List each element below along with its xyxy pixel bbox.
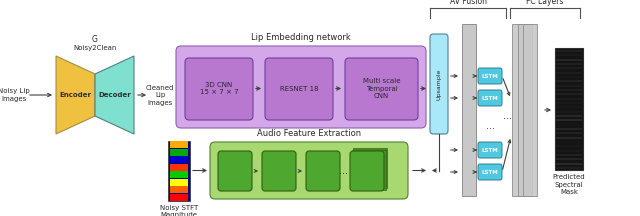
Bar bbox=[518, 24, 531, 196]
Text: Noisy Lip
Images: Noisy Lip Images bbox=[0, 88, 30, 102]
Bar bbox=[170, 194, 188, 200]
Bar bbox=[170, 156, 188, 163]
Bar bbox=[170, 179, 188, 186]
Bar bbox=[170, 172, 188, 178]
Text: LSTM: LSTM bbox=[482, 170, 499, 175]
Text: Noisy2Clean: Noisy2Clean bbox=[74, 45, 116, 51]
Text: FC Layers: FC Layers bbox=[526, 0, 564, 6]
Bar bbox=[170, 141, 188, 148]
Text: RESNET 18: RESNET 18 bbox=[280, 86, 318, 92]
Bar bbox=[523, 24, 537, 196]
Bar bbox=[170, 186, 188, 193]
Text: ...: ... bbox=[339, 166, 349, 176]
Text: AV Fusion: AV Fusion bbox=[449, 0, 486, 6]
Bar bbox=[351, 149, 385, 189]
Bar bbox=[512, 24, 526, 196]
Bar bbox=[170, 164, 188, 170]
Bar bbox=[555, 48, 583, 170]
Polygon shape bbox=[95, 56, 134, 134]
Bar bbox=[170, 149, 188, 156]
Text: 3D CNN
15 × 7 × 7: 3D CNN 15 × 7 × 7 bbox=[200, 82, 238, 95]
Bar bbox=[168, 141, 190, 201]
Bar bbox=[462, 24, 476, 196]
FancyBboxPatch shape bbox=[345, 58, 418, 120]
Text: Encoder: Encoder bbox=[60, 92, 92, 98]
Text: LSTM: LSTM bbox=[482, 148, 499, 152]
Text: Cleaned
Lip
Images: Cleaned Lip Images bbox=[146, 84, 174, 105]
Text: Audio Feature Extraction: Audio Feature Extraction bbox=[257, 129, 361, 138]
FancyBboxPatch shape bbox=[176, 46, 426, 128]
Text: Noisy STFT
Magnitude: Noisy STFT Magnitude bbox=[160, 205, 198, 216]
Text: Upsample: Upsample bbox=[436, 68, 442, 100]
FancyBboxPatch shape bbox=[478, 90, 502, 106]
FancyBboxPatch shape bbox=[185, 58, 253, 120]
Text: LSTM: LSTM bbox=[482, 73, 499, 78]
FancyBboxPatch shape bbox=[210, 142, 408, 199]
FancyBboxPatch shape bbox=[306, 151, 340, 191]
Bar bbox=[353, 148, 387, 188]
FancyBboxPatch shape bbox=[478, 142, 502, 158]
FancyBboxPatch shape bbox=[350, 151, 384, 191]
Text: Decoder: Decoder bbox=[98, 92, 131, 98]
Text: ...: ... bbox=[502, 111, 511, 121]
FancyBboxPatch shape bbox=[430, 34, 448, 134]
Text: ...: ... bbox=[486, 121, 495, 131]
FancyBboxPatch shape bbox=[265, 58, 333, 120]
Text: Predicted
Spectral
Mask: Predicted Spectral Mask bbox=[553, 174, 586, 195]
Polygon shape bbox=[56, 56, 95, 134]
Text: G: G bbox=[92, 35, 98, 44]
FancyBboxPatch shape bbox=[218, 151, 252, 191]
FancyBboxPatch shape bbox=[262, 151, 296, 191]
FancyBboxPatch shape bbox=[478, 68, 502, 84]
Text: Lip Embedding network: Lip Embedding network bbox=[251, 33, 351, 42]
Text: Multi scale
Temporal
CNN: Multi scale Temporal CNN bbox=[363, 78, 400, 99]
FancyBboxPatch shape bbox=[478, 164, 502, 180]
Text: LSTM: LSTM bbox=[482, 95, 499, 100]
